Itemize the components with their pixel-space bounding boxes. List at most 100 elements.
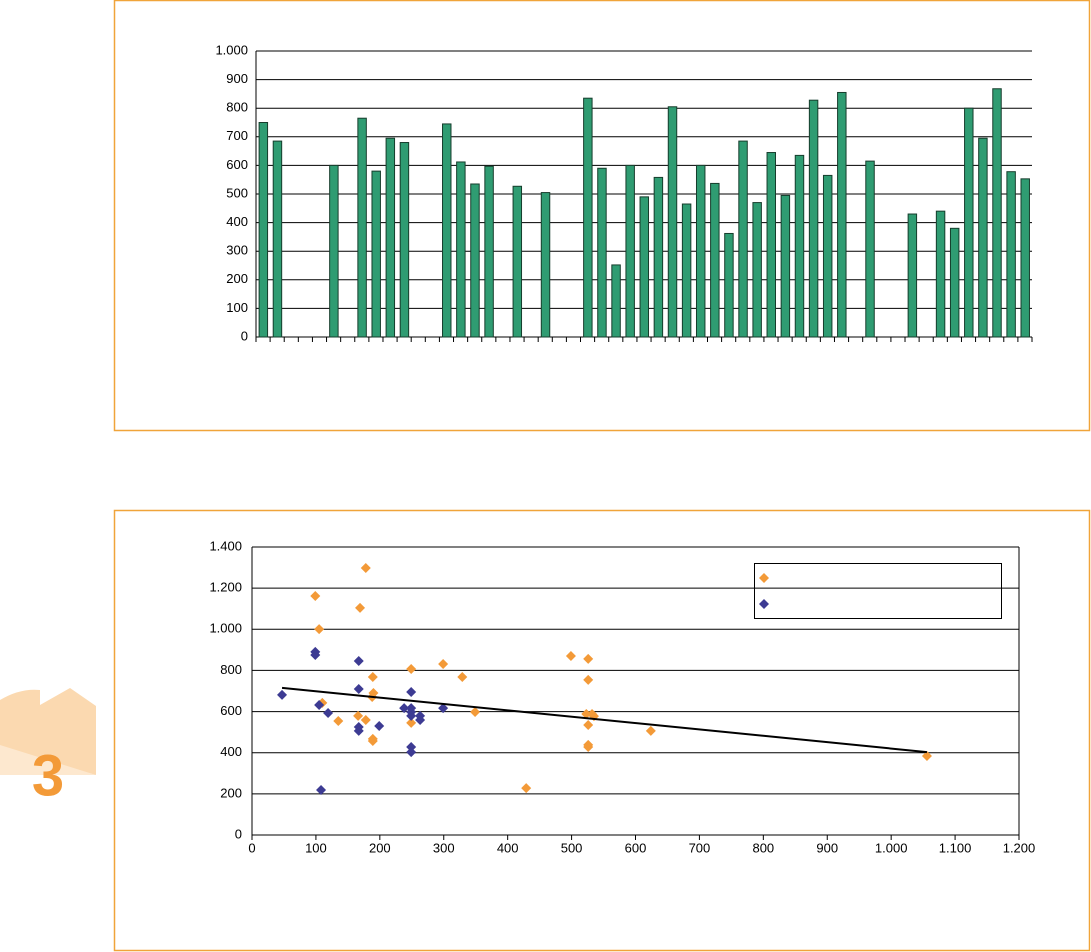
bar (907, 213, 918, 338)
y-tick-label: 600 (226, 157, 248, 172)
scatter-point (406, 710, 417, 721)
y-tick-label: 300 (226, 243, 248, 258)
scatter-point (374, 720, 385, 731)
scatter-point (367, 735, 378, 746)
x-tick-label: 300 (433, 840, 455, 855)
chart-frame (113, 0, 1091, 432)
bar (992, 88, 1002, 338)
scatter-point (406, 747, 417, 758)
scatter-point (316, 784, 327, 795)
y-tick-label: 400 (220, 744, 242, 759)
bar (329, 164, 339, 338)
bar (949, 227, 960, 338)
scatter-point (583, 674, 594, 685)
scatter-point (399, 703, 410, 714)
bar (385, 137, 396, 338)
x-tick-label: 400 (497, 840, 519, 855)
y-tick-label: 900 (226, 71, 248, 86)
bar (583, 97, 593, 338)
bar (470, 183, 480, 338)
y-tick-label: 800 (226, 100, 248, 115)
bar (456, 161, 466, 338)
x-tick-label: 600 (625, 840, 647, 855)
bar (766, 152, 776, 338)
scatter-point (353, 725, 364, 736)
scatter-point (353, 683, 364, 694)
bar (794, 154, 805, 338)
scatter-point (406, 717, 417, 728)
legend-box (754, 563, 1002, 619)
y-tick-label: 0 (235, 826, 242, 841)
scatter-point (645, 725, 656, 736)
scatter-point (438, 703, 449, 714)
bar (837, 91, 847, 338)
chart-frame (113, 509, 1091, 952)
bar (935, 210, 946, 338)
bar (808, 99, 819, 338)
bar (695, 164, 706, 338)
scatter-point (406, 687, 417, 698)
x-tick-label: 1.200 (1003, 840, 1036, 855)
scatter-point (367, 672, 378, 683)
scatter-point (470, 706, 481, 717)
scatter-point (353, 710, 364, 721)
bar (597, 167, 607, 338)
x-tick-label: 1.000 (875, 840, 908, 855)
bar (738, 140, 748, 338)
scatter-point (921, 751, 932, 762)
bar (710, 182, 720, 338)
scatter-point (360, 715, 371, 726)
section-icon: 3 (0, 688, 96, 808)
scatter-point (406, 663, 417, 674)
bar (964, 107, 974, 338)
y-tick-label: 700 (226, 128, 248, 143)
scatter-point (310, 650, 321, 660)
scatter-point (314, 624, 325, 635)
bar (667, 106, 678, 338)
scatter-point (583, 741, 594, 752)
y-tick-label: 1.400 (209, 538, 242, 553)
y-tick-label: 1.000 (215, 42, 248, 57)
bar (442, 123, 452, 338)
y-tick-label: 400 (226, 214, 248, 229)
legend-marker (759, 573, 769, 583)
bar (724, 232, 734, 338)
y-tick-label: 1.000 (209, 621, 242, 636)
scatter-point (457, 672, 468, 683)
y-tick-label: 600 (220, 703, 242, 718)
bar (540, 192, 551, 338)
y-tick-label: 800 (220, 662, 242, 677)
scatter-point (323, 708, 334, 719)
bar (978, 137, 988, 338)
scatter-point (353, 655, 364, 666)
x-tick-label: 900 (816, 840, 838, 855)
bar (272, 140, 283, 338)
scatter-point (310, 590, 321, 601)
y-tick-label: 500 (226, 185, 248, 200)
bar (258, 122, 269, 338)
x-tick-label: 500 (561, 840, 583, 855)
y-tick-label: 200 (226, 271, 248, 286)
bar (639, 196, 650, 338)
bar (371, 170, 381, 338)
bar (1020, 178, 1030, 338)
bar (512, 185, 523, 338)
bar (484, 165, 494, 338)
bar (611, 264, 621, 338)
bar (653, 176, 664, 338)
scatter-point (355, 602, 366, 613)
x-tick-label: 700 (689, 840, 711, 855)
x-tick-label: 0 (248, 840, 255, 855)
scatter-point (565, 651, 576, 662)
y-tick-label: 100 (226, 300, 248, 315)
x-tick-label: 800 (752, 840, 774, 855)
bar (822, 174, 833, 338)
scatter-point (314, 699, 325, 710)
scatter-point (415, 715, 426, 726)
x-tick-label: 200 (369, 840, 391, 855)
bar (357, 117, 367, 338)
scatter-point (333, 716, 344, 727)
bar (625, 164, 635, 338)
scatter-point (360, 562, 371, 573)
